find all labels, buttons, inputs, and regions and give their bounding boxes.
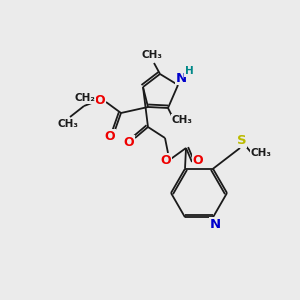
- Text: N: N: [176, 71, 187, 85]
- Text: H: H: [184, 66, 194, 76]
- Text: CH₃: CH₃: [250, 148, 272, 158]
- Text: N: N: [209, 218, 220, 231]
- Text: O: O: [193, 154, 203, 166]
- Text: O: O: [124, 136, 134, 148]
- Text: O: O: [105, 130, 115, 142]
- Text: O: O: [95, 94, 105, 106]
- Text: O: O: [161, 154, 171, 166]
- Text: CH₃: CH₃: [172, 115, 193, 125]
- Text: S: S: [237, 134, 247, 148]
- Text: CH₂: CH₂: [75, 93, 95, 103]
- Text: CH₃: CH₃: [142, 50, 163, 60]
- Text: CH₃: CH₃: [58, 119, 79, 129]
